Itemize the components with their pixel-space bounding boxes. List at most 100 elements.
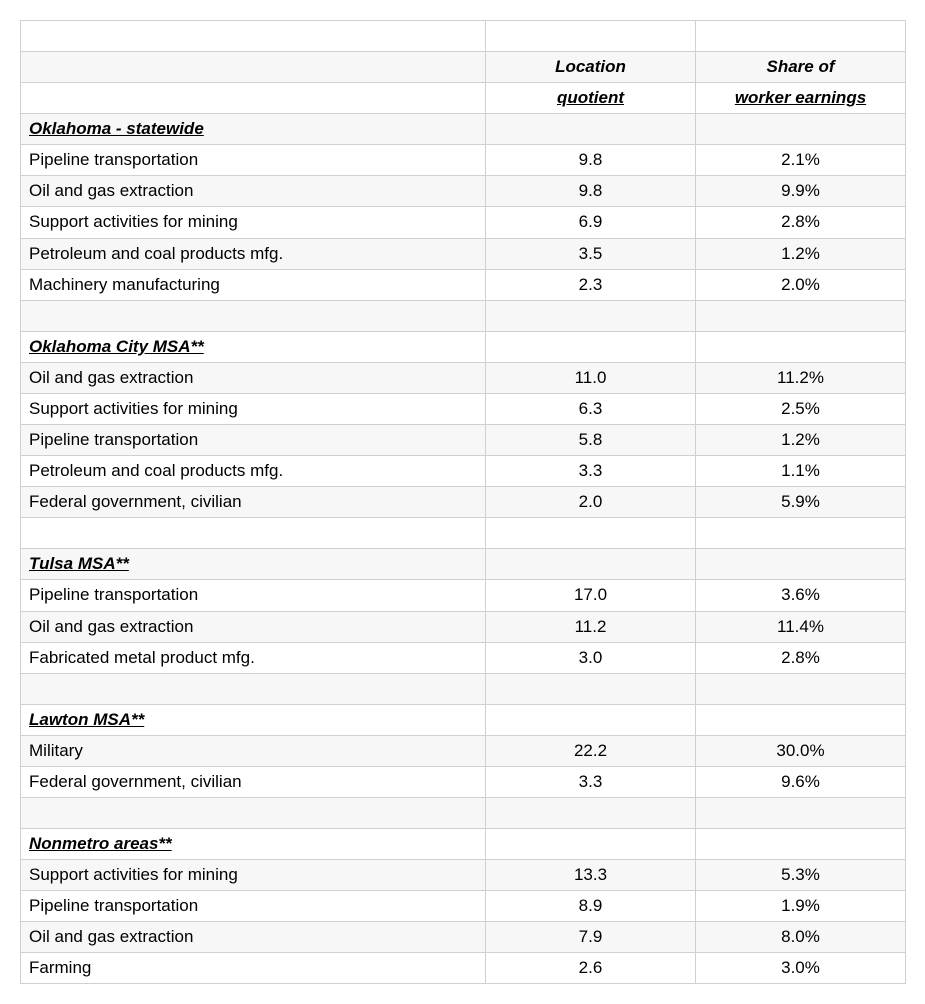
row-lq: 11.0 [486, 362, 696, 393]
column-header-share-line1: Share of [696, 52, 906, 83]
section-title: Oklahoma City MSA** [21, 331, 486, 362]
row-label: Fabricated metal product mfg. [21, 642, 486, 673]
data-row: Petroleum and coal products mfg.3.31.1% [21, 456, 906, 487]
empty-cell [21, 797, 486, 828]
empty-cell [486, 331, 696, 362]
empty-cell [696, 797, 906, 828]
data-row: Support activities for mining13.35.3% [21, 860, 906, 891]
data-row: Oil and gas extraction11.211.4% [21, 611, 906, 642]
row-share: 30.0% [696, 735, 906, 766]
row-lq: 3.3 [486, 456, 696, 487]
row-share: 2.8% [696, 207, 906, 238]
spacer-row [21, 21, 906, 52]
empty-cell [21, 518, 486, 549]
empty-cell [696, 549, 906, 580]
empty-cell [21, 673, 486, 704]
data-table: LocationShare ofquotientworker earningsO… [20, 20, 906, 984]
row-share: 1.2% [696, 425, 906, 456]
data-row: Oil and gas extraction9.89.9% [21, 176, 906, 207]
row-lq: 9.8 [486, 145, 696, 176]
data-row: Oil and gas extraction11.011.2% [21, 362, 906, 393]
empty-cell [486, 21, 696, 52]
empty-cell [696, 331, 906, 362]
empty-cell [486, 549, 696, 580]
row-label: Oil and gas extraction [21, 176, 486, 207]
row-lq: 2.0 [486, 487, 696, 518]
header-row: LocationShare of [21, 52, 906, 83]
row-share: 11.2% [696, 362, 906, 393]
row-lq: 6.9 [486, 207, 696, 238]
row-label: Oil and gas extraction [21, 362, 486, 393]
spacer-row [21, 518, 906, 549]
data-row: Pipeline transportation5.81.2% [21, 425, 906, 456]
section-title: Oklahoma - statewide [21, 114, 486, 145]
row-share: 9.6% [696, 766, 906, 797]
empty-cell [486, 673, 696, 704]
row-lq: 17.0 [486, 580, 696, 611]
data-row: Military22.230.0% [21, 735, 906, 766]
empty-cell [486, 518, 696, 549]
row-label: Federal government, civilian [21, 766, 486, 797]
row-label: Pipeline transportation [21, 580, 486, 611]
section-title: Lawton MSA** [21, 704, 486, 735]
data-row: Oil and gas extraction7.98.0% [21, 922, 906, 953]
row-lq: 11.2 [486, 611, 696, 642]
empty-cell [696, 828, 906, 859]
section-title: Nonmetro areas** [21, 828, 486, 859]
empty-cell [486, 300, 696, 331]
row-label: Pipeline transportation [21, 145, 486, 176]
row-share: 8.0% [696, 922, 906, 953]
empty-cell [696, 518, 906, 549]
row-label: Petroleum and coal products mfg. [21, 238, 486, 269]
row-share: 2.5% [696, 393, 906, 424]
row-lq: 9.8 [486, 176, 696, 207]
row-lq: 3.0 [486, 642, 696, 673]
empty-cell [486, 797, 696, 828]
row-label: Support activities for mining [21, 860, 486, 891]
row-lq: 13.3 [486, 860, 696, 891]
empty-cell [21, 300, 486, 331]
data-row: Pipeline transportation8.91.9% [21, 891, 906, 922]
data-row: Machinery manufacturing2.32.0% [21, 269, 906, 300]
row-label: Military [21, 735, 486, 766]
row-label: Machinery manufacturing [21, 269, 486, 300]
column-header-lq-line2: quotient [486, 83, 696, 114]
row-lq: 22.2 [486, 735, 696, 766]
empty-cell [696, 300, 906, 331]
table-body: LocationShare ofquotientworker earningsO… [21, 21, 906, 984]
data-row: Farming2.63.0% [21, 953, 906, 984]
row-lq: 6.3 [486, 393, 696, 424]
row-label: Oil and gas extraction [21, 611, 486, 642]
spacer-row [21, 300, 906, 331]
header-row: quotientworker earnings [21, 83, 906, 114]
section-header-row: Tulsa MSA** [21, 549, 906, 580]
empty-cell [21, 83, 486, 114]
empty-cell [696, 704, 906, 735]
data-row: Federal government, civilian3.39.6% [21, 766, 906, 797]
spacer-row [21, 673, 906, 704]
section-header-row: Lawton MSA** [21, 704, 906, 735]
spacer-row [21, 797, 906, 828]
row-share: 9.9% [696, 176, 906, 207]
row-share: 1.9% [696, 891, 906, 922]
empty-cell [486, 828, 696, 859]
section-header-row: Nonmetro areas** [21, 828, 906, 859]
row-label: Support activities for mining [21, 393, 486, 424]
row-share: 1.2% [696, 238, 906, 269]
data-row: Pipeline transportation9.82.1% [21, 145, 906, 176]
row-label: Oil and gas extraction [21, 922, 486, 953]
empty-cell [486, 704, 696, 735]
data-row: Federal government, civilian2.05.9% [21, 487, 906, 518]
row-label: Pipeline transportation [21, 425, 486, 456]
row-share: 2.8% [696, 642, 906, 673]
row-share: 5.3% [696, 860, 906, 891]
row-label: Farming [21, 953, 486, 984]
row-share: 5.9% [696, 487, 906, 518]
row-lq: 3.5 [486, 238, 696, 269]
data-row: Support activities for mining6.92.8% [21, 207, 906, 238]
row-lq: 5.8 [486, 425, 696, 456]
data-row: Petroleum and coal products mfg.3.51.2% [21, 238, 906, 269]
column-header-share-line2: worker earnings [696, 83, 906, 114]
row-share: 2.0% [696, 269, 906, 300]
empty-cell [696, 114, 906, 145]
